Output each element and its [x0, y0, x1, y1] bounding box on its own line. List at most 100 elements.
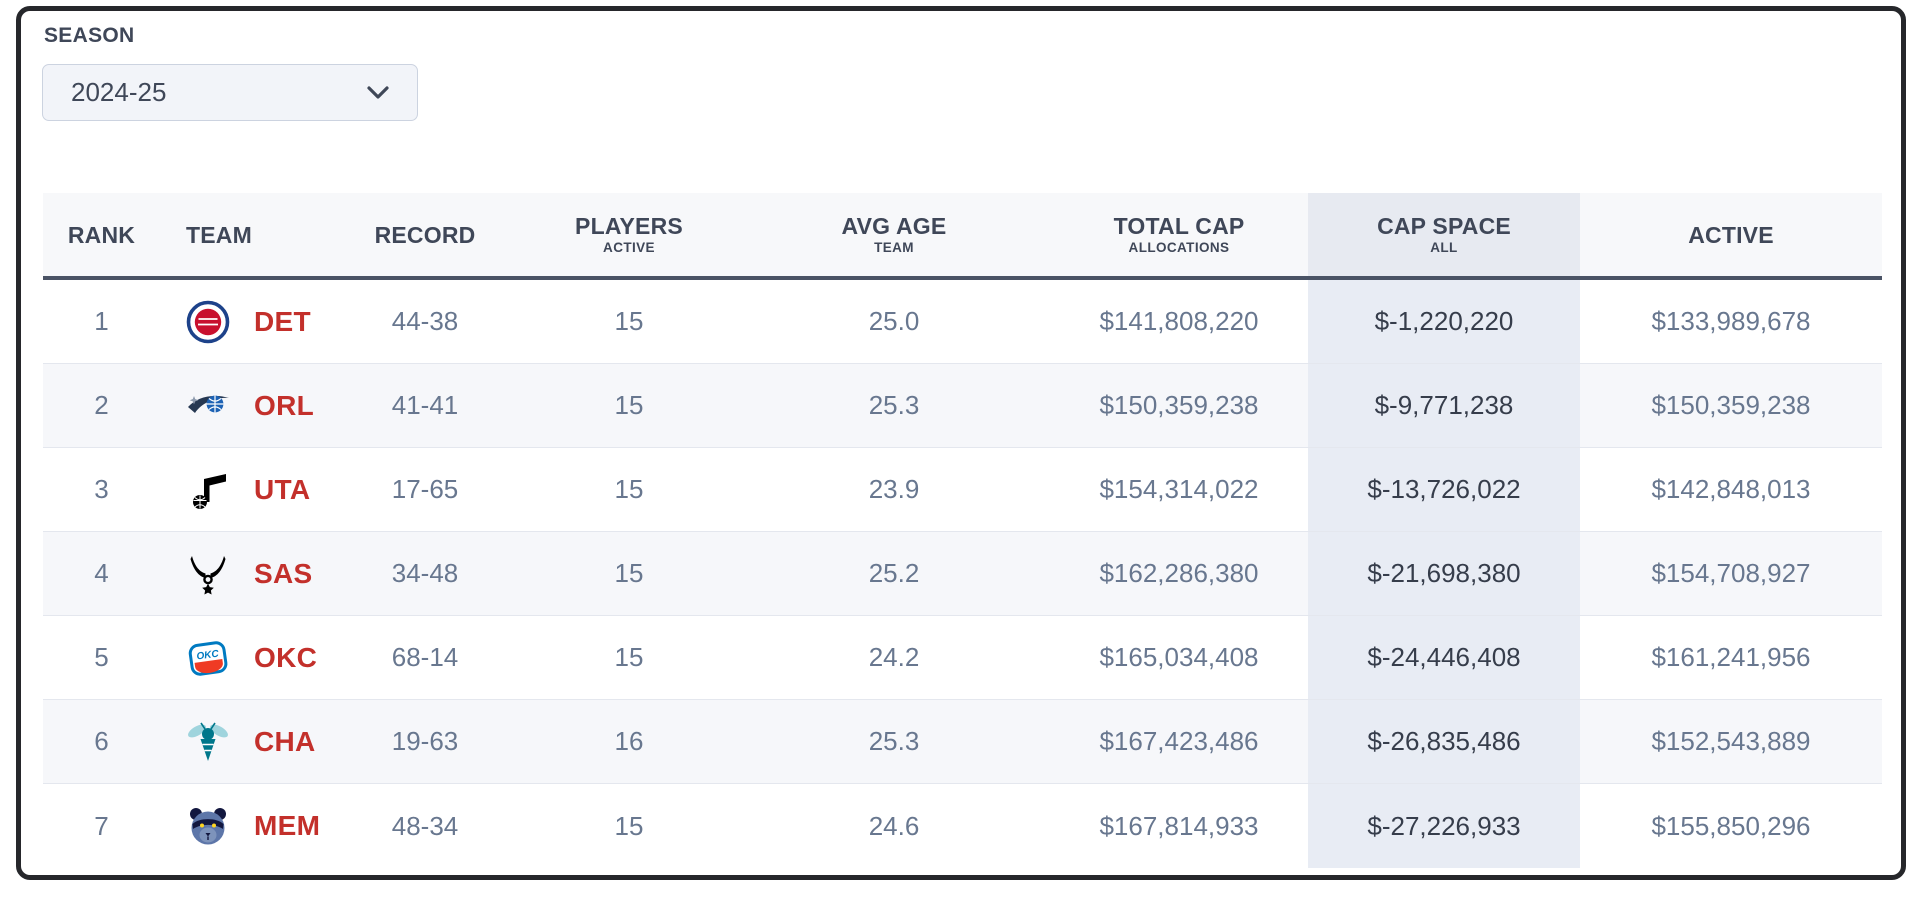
table-row: 6 CHA 19-63 16 25.3 $167,423,486 $-26,83…	[43, 700, 1882, 784]
record-cell: 68-14	[391, 642, 459, 672]
rank-cell: 4	[94, 558, 109, 588]
column-header-sublabel: ALL	[1430, 240, 1458, 255]
team-cell[interactable]: DET	[160, 280, 330, 363]
salary-cap-table: RANK TEAM RECORD PLAYERS ACTIVE AVG AGE …	[43, 193, 1882, 868]
column-header-record[interactable]: RECORD	[330, 193, 520, 276]
column-header-label: CAP SPACE	[1377, 213, 1511, 239]
active-cap-cell: $155,850,296	[1651, 810, 1811, 841]
grizzlies-logo[interactable]	[186, 804, 230, 848]
players-cell: 15	[614, 306, 644, 336]
column-header-label: TOTAL CAP	[1113, 213, 1245, 239]
team-abbr-link[interactable]: SAS	[254, 557, 313, 589]
svg-text:OKC: OKC	[196, 648, 220, 662]
players-cell: 16	[614, 726, 644, 756]
team-cell[interactable]: UTA	[160, 448, 330, 531]
column-header-total_cap[interactable]: TOTAL CAP ALLOCATIONS	[1050, 193, 1308, 276]
jazz-logo[interactable]	[186, 468, 230, 512]
players-cell: 15	[614, 810, 644, 841]
cap-space-cell: $-13,726,022	[1308, 448, 1580, 531]
team-abbr-link[interactable]: ORL	[254, 389, 315, 421]
rank-cell: 5	[94, 642, 109, 672]
avg-age-cell: 25.2	[868, 558, 920, 588]
column-header-team[interactable]: TEAM	[160, 193, 330, 276]
total-cap-cell: $150,359,238	[1099, 390, 1259, 420]
active-cap-cell: $161,241,956	[1651, 642, 1811, 672]
rank-cell: 6	[94, 726, 109, 756]
players-cell: 15	[614, 642, 644, 672]
rank-cell: 1	[94, 306, 109, 336]
table-row: 1 DET 44-38 15 25.0 $141,808,220 $-1,220…	[43, 280, 1882, 364]
column-header-label: AVG AGE	[841, 213, 947, 239]
column-header-sublabel: ACTIVE	[603, 240, 655, 255]
season-select[interactable]: 2024-25	[42, 64, 418, 121]
avg-age-cell: 24.6	[868, 810, 920, 841]
total-cap-cell: $141,808,220	[1099, 306, 1259, 336]
table-row: 2 ORL 41-41 15 25.3 $150,359,238 $-9,771…	[43, 364, 1882, 448]
cap-space-cell: $-21,698,380	[1308, 532, 1580, 615]
team-cell[interactable]: CHA	[160, 700, 330, 783]
team-cell[interactable]: ORL	[160, 364, 330, 447]
record-cell: 34-48	[391, 558, 459, 588]
record-cell: 44-38	[391, 306, 459, 336]
cap-space-cell: $-1,220,220	[1308, 280, 1580, 363]
team-abbr-link[interactable]: CHA	[254, 725, 316, 757]
column-header-avg_age[interactable]: AVG AGE TEAM	[738, 193, 1050, 276]
record-cell: 48-34	[391, 810, 459, 841]
cap-space-cell: $-9,771,238	[1308, 364, 1580, 447]
team-cell[interactable]: MEM	[160, 784, 330, 868]
avg-age-cell: 25.3	[868, 390, 920, 420]
cap-space-cell: $-27,226,933	[1308, 784, 1580, 868]
table-body: 1 DET 44-38 15 25.0 $141,808,220 $-1,220…	[43, 280, 1882, 868]
season-label: SEASON	[44, 24, 135, 47]
rank-cell: 3	[94, 474, 109, 504]
avg-age-cell: 25.0	[868, 306, 920, 336]
active-cap-cell: $150,359,238	[1651, 390, 1811, 420]
table-row: 3 UTA 17-65 15 23.9 $154,314,022 $-13,72…	[43, 448, 1882, 532]
spurs-logo[interactable]	[186, 552, 230, 596]
total-cap-cell: $167,814,933	[1099, 810, 1259, 841]
record-cell: 41-41	[391, 390, 459, 420]
active-cap-cell: $154,708,927	[1651, 558, 1811, 588]
column-header-players[interactable]: PLAYERS ACTIVE	[520, 193, 738, 276]
column-header-label: ACTIVE	[1688, 221, 1774, 248]
pistons-logo[interactable]	[186, 300, 230, 344]
team-cell[interactable]: SAS	[160, 532, 330, 615]
table-row: 4 SAS 34-48 15 25.2 $162,286,380 $-21,69…	[43, 532, 1882, 616]
active-cap-cell: $133,989,678	[1651, 306, 1811, 336]
column-header-sublabel: TEAM	[874, 240, 914, 255]
avg-age-cell: 24.2	[868, 642, 920, 672]
magic-logo[interactable]	[186, 384, 230, 428]
column-header-label: RANK	[67, 221, 136, 248]
active-cap-cell: $152,543,889	[1651, 726, 1811, 756]
hornets-logo[interactable]	[186, 720, 230, 764]
players-cell: 15	[614, 558, 644, 588]
players-cell: 15	[614, 390, 644, 420]
cap-space-cell: $-26,835,486	[1308, 700, 1580, 783]
table-row: 7 MEM 48-34 15 24.6 $167,814,933 $-27,22…	[43, 784, 1882, 868]
column-header-label: PLAYERS	[575, 213, 683, 239]
team-cell[interactable]: OKC OKC	[160, 616, 330, 699]
column-header-cap_space[interactable]: CAP SPACE ALL	[1308, 193, 1580, 276]
record-cell: 17-65	[391, 474, 459, 504]
rank-cell: 2	[94, 390, 109, 420]
table-row: 5 OKC OKC 68-14 15 24.2 $165,034,408 $-2…	[43, 616, 1882, 700]
column-header-rank[interactable]: RANK	[43, 193, 160, 276]
avg-age-cell: 23.9	[868, 474, 920, 504]
season-select-value: 2024-25	[71, 77, 167, 107]
column-header-active[interactable]: ACTIVE	[1580, 193, 1882, 276]
thunder-logo[interactable]: OKC	[186, 636, 230, 680]
column-header-sublabel: ALLOCATIONS	[1128, 240, 1230, 255]
team-abbr-link[interactable]: OKC	[254, 641, 318, 673]
record-cell: 19-63	[391, 726, 459, 756]
total-cap-cell: $167,423,486	[1099, 726, 1259, 756]
team-abbr-link[interactable]: MEM	[254, 810, 321, 841]
active-cap-cell: $142,848,013	[1651, 474, 1811, 504]
table-header-row: RANK TEAM RECORD PLAYERS ACTIVE AVG AGE …	[43, 193, 1882, 280]
players-cell: 15	[614, 474, 644, 504]
avg-age-cell: 25.3	[868, 726, 920, 756]
column-header-label: TEAM	[186, 221, 252, 248]
team-abbr-link[interactable]: UTA	[254, 473, 311, 505]
column-header-label: RECORD	[374, 221, 476, 248]
team-abbr-link[interactable]: DET	[254, 305, 311, 337]
chevron-down-icon	[367, 86, 389, 99]
